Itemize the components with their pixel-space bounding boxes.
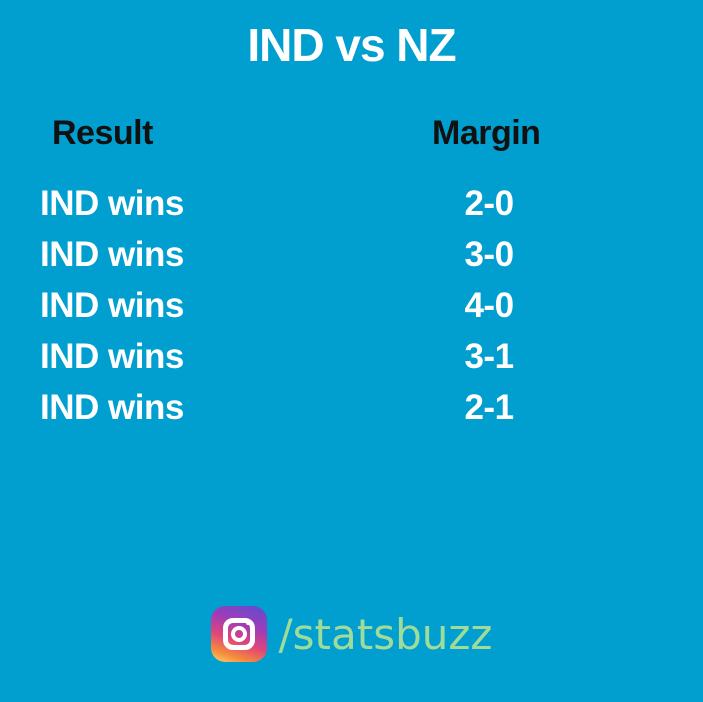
table-row: IND wins 4-0 (0, 282, 703, 333)
result-cell: IND wins (40, 184, 184, 223)
margin-cell: 2-0 (464, 184, 514, 223)
instagram-icon (210, 606, 267, 662)
instagram-icon-lens (230, 626, 247, 642)
margin-cell: 2-1 (464, 388, 514, 427)
instagram-icon-dot (245, 621, 250, 625)
results-table: IND wins 2-0 IND wins 3-0 IND wins 4-0 I… (0, 180, 703, 435)
result-cell: IND wins (40, 388, 184, 427)
margin-cell: 4-0 (464, 286, 514, 325)
result-cell: IND wins (40, 286, 184, 325)
column-header-margin: Margin (432, 114, 541, 152)
margin-cell: 3-0 (464, 235, 514, 274)
result-cell: IND wins (40, 235, 184, 274)
column-header-result: Result (52, 114, 153, 152)
table-row: IND wins 2-0 (0, 180, 703, 231)
margin-cell: 3-1 (464, 337, 514, 376)
result-cell: IND wins (40, 337, 184, 376)
table-row: IND wins 3-1 (0, 333, 703, 384)
table-row: IND wins 2-1 (0, 384, 703, 435)
social-footer: /statsbuzz (0, 604, 703, 664)
page-title: IND vs NZ (247, 19, 456, 71)
instagram-icon-frame (222, 618, 255, 650)
table-row: IND wins 3-0 (0, 231, 703, 282)
social-handle: /statsbuzz (278, 609, 493, 659)
